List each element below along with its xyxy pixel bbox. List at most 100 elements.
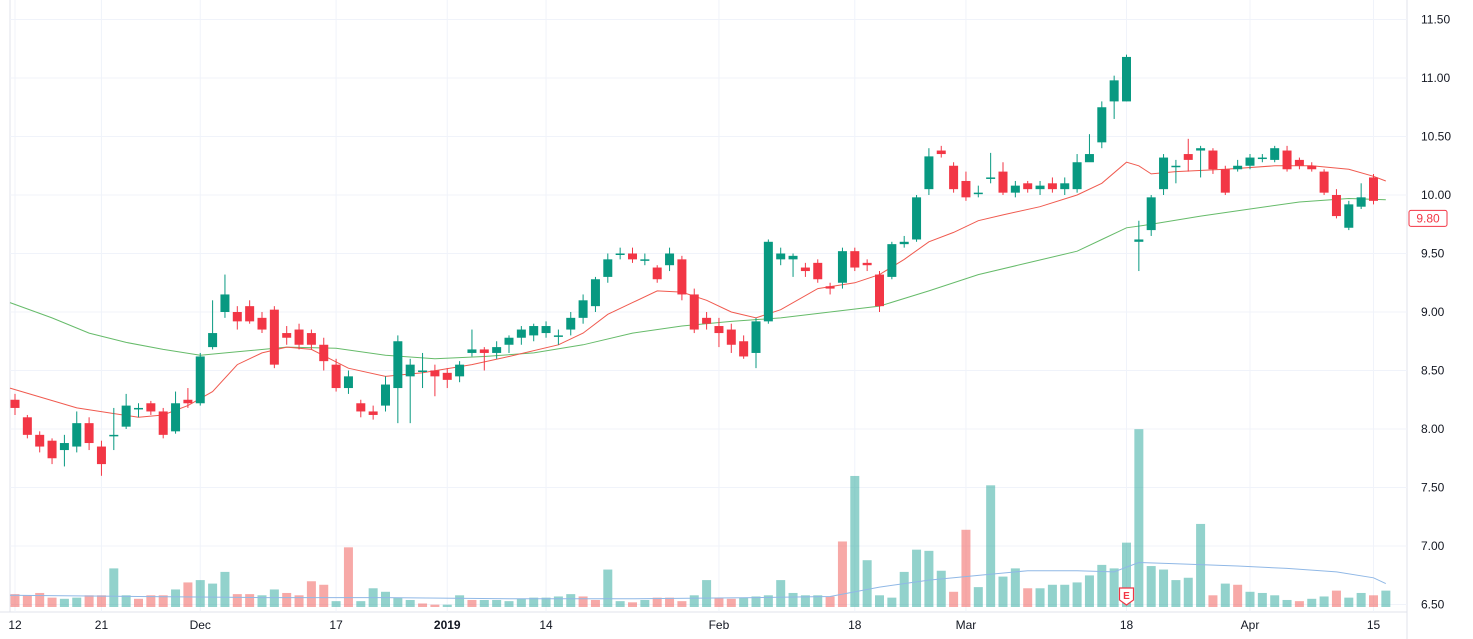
candle-body (665, 253, 675, 266)
candle-body (35, 434, 45, 447)
volume-bar (875, 595, 884, 607)
volume-bar (331, 601, 341, 607)
candle-body (72, 423, 82, 447)
candle-body (1010, 185, 1020, 193)
volume-bar (1294, 601, 1304, 607)
candle-body (1233, 165, 1243, 170)
price-tick-label: 7.00 (1421, 539, 1445, 553)
candle-body (1122, 56, 1131, 102)
volume-bar (405, 599, 415, 607)
earnings-flag-label: E (1123, 591, 1130, 602)
candle-body (1270, 148, 1280, 160)
candle-body (257, 317, 267, 330)
volume-bar (121, 595, 131, 607)
candle-body (59, 443, 69, 451)
candle-body (912, 197, 922, 240)
time-tick-label: 15 (1367, 618, 1381, 632)
candle-body (171, 403, 181, 432)
volume-bar (294, 595, 304, 607)
candle-body (22, 417, 32, 435)
candle-body (1245, 157, 1255, 166)
volume-bar (479, 599, 489, 607)
volume-bar (1282, 599, 1292, 607)
candle-body (516, 329, 526, 338)
volume-bar (319, 584, 329, 607)
candle-body (998, 171, 1008, 193)
volume-bar (1245, 591, 1255, 607)
volume-bar (84, 595, 94, 607)
volume-bar (578, 596, 588, 607)
candle-body (862, 262, 872, 266)
volume-bar (257, 595, 267, 607)
volume-bar (1196, 523, 1206, 607)
candle-body (529, 326, 539, 336)
volume-bar (1035, 588, 1045, 607)
volume-bar (22, 595, 32, 607)
volume-bar (1060, 584, 1070, 607)
volume-bar (1109, 568, 1119, 607)
volume-bar (1097, 564, 1107, 607)
time-axis[interactable]: 12 21 Dec 17 2019 14 Feb 18 Mar 18 Apr 15 (8, 618, 1380, 632)
candle-body (788, 255, 798, 260)
time-tick-label: 12 (8, 618, 22, 632)
volume-bar (615, 601, 625, 607)
volume-bar (1134, 429, 1144, 607)
volume-bar (1208, 595, 1218, 607)
candle-body (331, 364, 341, 389)
volume-bar (1171, 580, 1181, 607)
volume-bar (442, 604, 452, 607)
volume-bar (1381, 590, 1391, 607)
candle-body (714, 326, 724, 334)
volume-bar (961, 529, 971, 607)
price-axis[interactable]: 11.50 11.00 10.50 10.00 9.50 9.00 8.50 8.00 7.50… (1408, 13, 1451, 612)
last-price-label: 9.80 (1416, 211, 1440, 225)
time-tick-label: 17 (329, 618, 343, 632)
volume-bar (306, 581, 316, 607)
candle-body (1183, 154, 1193, 160)
volume-bar (1146, 566, 1156, 607)
time-tick-label: Dec (190, 618, 211, 632)
candle-body (1146, 197, 1156, 231)
volume-bar (763, 595, 773, 607)
volume-bar (269, 589, 279, 607)
candle-body (553, 335, 563, 337)
volume-bar (109, 568, 119, 607)
volume-bar (603, 569, 613, 607)
volume-bar (1047, 584, 1057, 607)
volume-bar (96, 595, 106, 607)
volume-bar (59, 598, 69, 607)
candle-body (1196, 148, 1206, 151)
volume-bar (1331, 590, 1341, 607)
candle-body (343, 376, 353, 389)
volume-bar (837, 541, 847, 607)
time-tick-label: 2019 (434, 618, 461, 632)
candle-body (195, 356, 205, 404)
candle-body (1220, 169, 1230, 193)
candle-body (183, 399, 193, 404)
candle-body (208, 333, 218, 348)
candle-body (590, 279, 600, 307)
candle-body (899, 241, 909, 245)
volume-bar (714, 597, 724, 607)
volume-bar (393, 597, 403, 607)
candle-body (121, 405, 131, 427)
volume-bar (356, 601, 366, 607)
candle-body (381, 384, 390, 406)
short-ma-line (9, 161, 1386, 418)
volume-bar (1072, 582, 1082, 607)
candle-body (800, 267, 810, 272)
candle-body (541, 326, 551, 334)
volume-bar (739, 597, 749, 607)
candle-body (158, 411, 168, 435)
candle-body (306, 333, 316, 345)
volume-bar (590, 599, 600, 607)
volume-bar (418, 603, 428, 607)
candle-body (702, 317, 712, 324)
volume-bar (566, 594, 576, 607)
candle-body (418, 370, 428, 372)
volume-bar (232, 594, 242, 607)
volume-bar (1220, 583, 1230, 607)
volume-bar (813, 595, 823, 607)
volume-bar (245, 594, 255, 607)
